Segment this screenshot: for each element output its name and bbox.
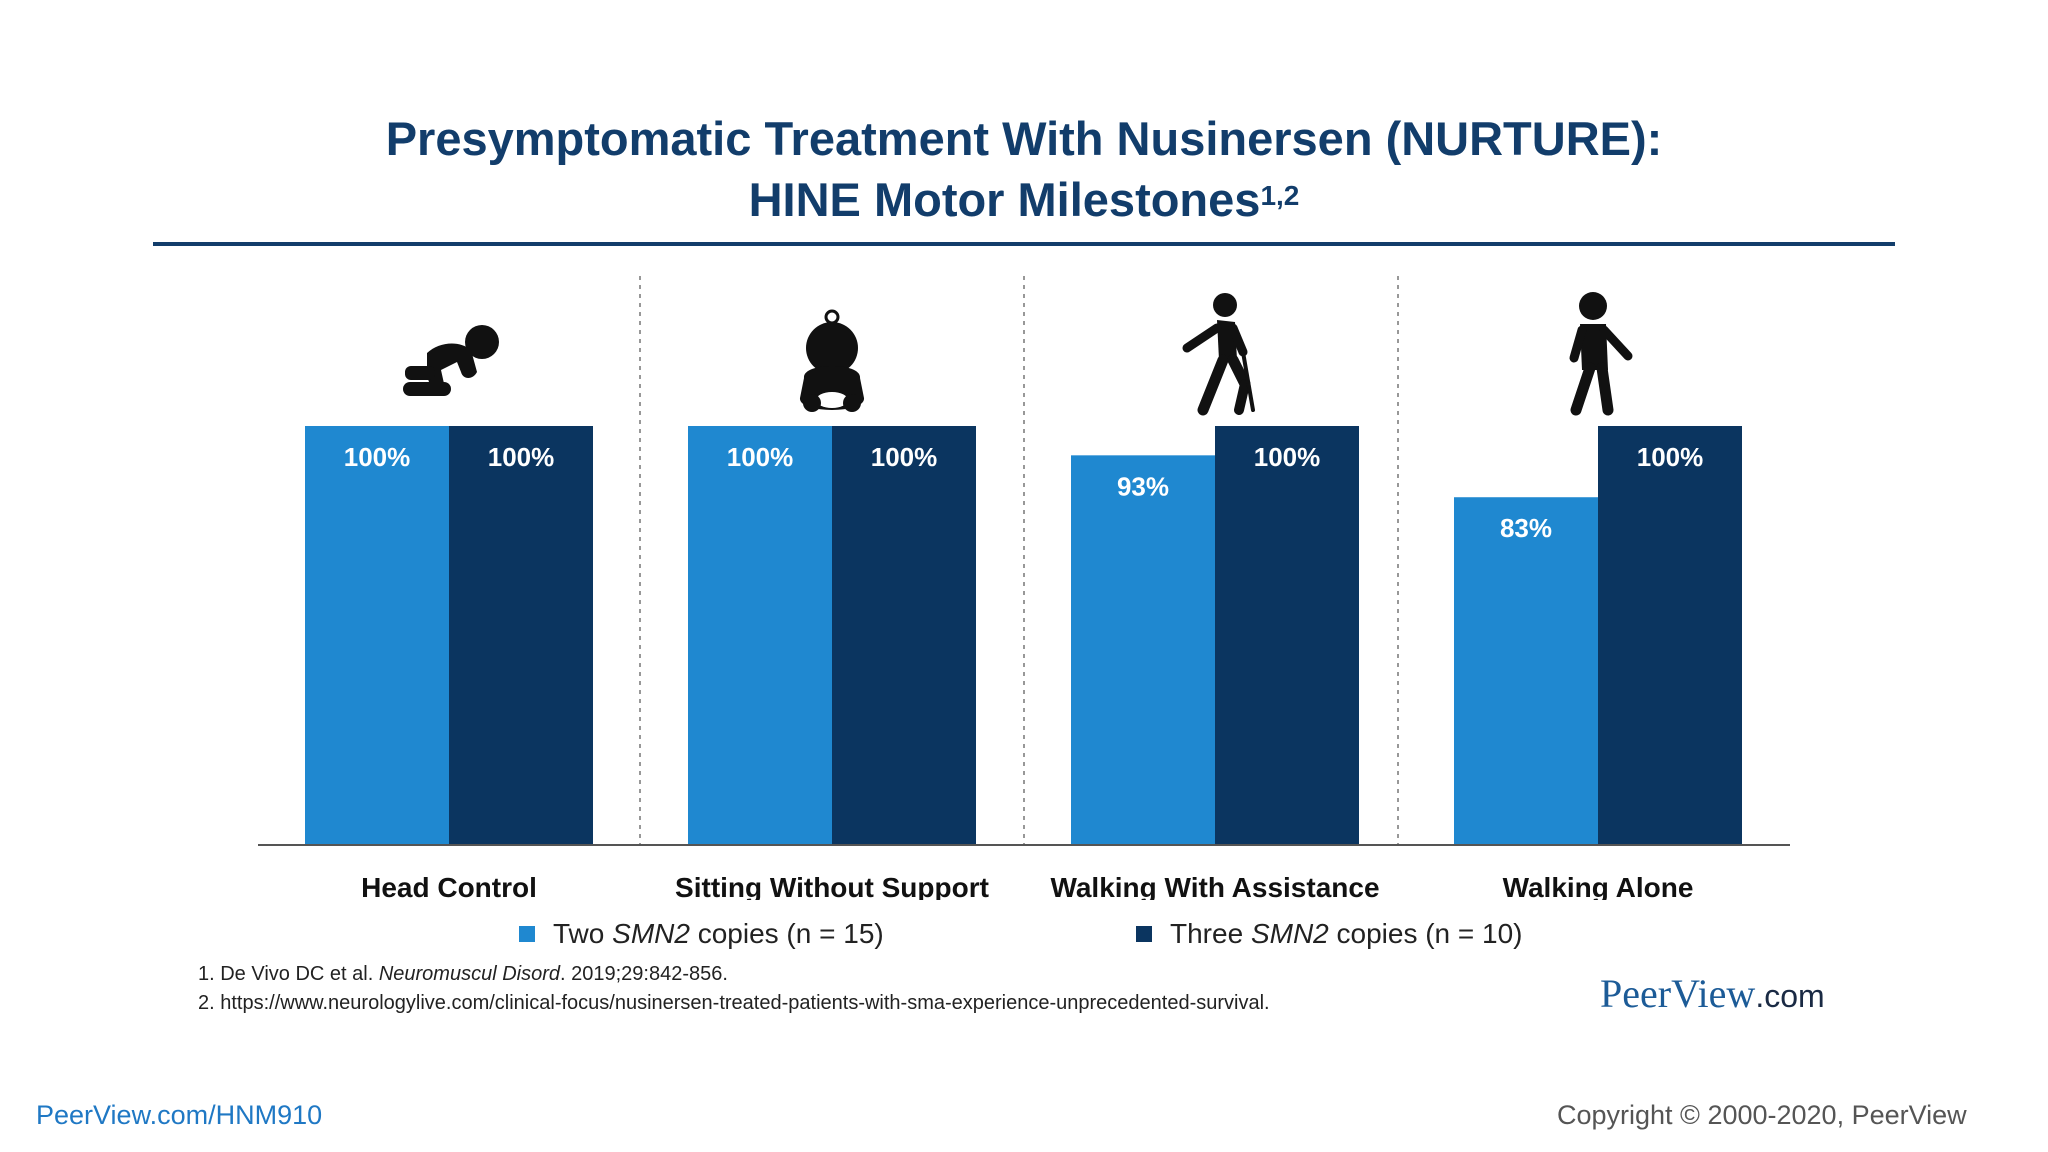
legend-three-pre: Three xyxy=(1170,918,1251,949)
legend-three-post: copies (n = 10) xyxy=(1328,918,1523,949)
legend-swatch-three-copies xyxy=(1136,926,1152,942)
walking-with-cane-icon xyxy=(1182,293,1255,416)
ref1-citation: . 2019;29:842-856. xyxy=(560,963,728,985)
bar-value-label: 93% xyxy=(1117,471,1169,501)
bar-value-label: 100% xyxy=(871,442,938,472)
legend-label-three-copies: Three SMN2 copies (n = 10) xyxy=(1170,918,1523,950)
bars-group xyxy=(305,426,1742,845)
sitting-baby-icon xyxy=(799,309,865,412)
footer-link[interactable]: PeerView.com/HNM910 xyxy=(36,1100,323,1130)
crawling-baby-icon xyxy=(403,325,499,396)
legend-two-post: copies (n = 15) xyxy=(689,918,884,949)
icons-group xyxy=(403,292,1633,416)
bar-walking-alone-series-1 xyxy=(1454,497,1598,845)
legend-three-gene: SMN2 xyxy=(1250,918,1329,949)
category-labels-group: Head Control Sitting Without Support Walki… xyxy=(361,872,1693,900)
legend-label-two-copies: Two SMN2 copies (n = 15) xyxy=(553,918,884,950)
bar-head-control-series-1 xyxy=(305,426,449,845)
bar-value-label: 83% xyxy=(1500,513,1552,543)
reference-1: 1. De Vivo DC et al. Neuromuscul Disord.… xyxy=(198,960,1270,989)
reference-2: 2. https://www.neurologylive.com/clinica… xyxy=(198,992,1270,1014)
ref1-authors: 1. De Vivo DC et al. xyxy=(198,963,379,985)
legend-two-gene: SMN2 xyxy=(612,918,690,949)
bar-sitting-without-support-series-2 xyxy=(832,426,976,845)
walking-person-icon xyxy=(1569,292,1633,416)
chart-title: Presymptomatic Treatment With Nusinersen… xyxy=(0,108,2048,230)
legend-item-two-copies: Two SMN2 copies (n = 15) xyxy=(519,918,884,950)
legend-swatch-two-copies xyxy=(519,926,535,942)
legend-item-three-copies: Three SMN2 copies (n = 10) xyxy=(1136,918,1523,950)
category-label-sitting-without-support: Sitting Without Support xyxy=(675,872,989,900)
bar-value-label: 100% xyxy=(344,442,411,472)
title-line-1: Presymptomatic Treatment With Nusinersen… xyxy=(385,112,1663,165)
bar-chart: 100% 100% 100% 100% 93% 100% 83% 100% Head Cont… xyxy=(258,276,1790,900)
bar-head-control-series-2 xyxy=(449,426,593,845)
legend-two-pre: Two xyxy=(553,918,613,949)
title-divider xyxy=(153,242,1895,246)
references: 1. De Vivo DC et al. Neuromuscul Disord.… xyxy=(198,960,1270,1018)
bar-value-label: 100% xyxy=(1637,442,1704,472)
bar-value-label: 100% xyxy=(1254,442,1321,472)
bar-walking-alone-series-2 xyxy=(1598,426,1742,845)
brand-suffix: .com xyxy=(1755,978,1825,1014)
copyright: Copyright © 2000-2020, PeerView xyxy=(1557,1100,1967,1130)
category-label-walking-with-assistance: Walking With Assistance xyxy=(1050,872,1379,900)
ref1-journal: Neuromuscul Disord xyxy=(378,963,560,985)
bar-walking-with-assistance-series-2 xyxy=(1215,426,1359,845)
bar-value-label: 100% xyxy=(488,442,555,472)
bar-walking-with-assistance-series-1 xyxy=(1071,455,1215,845)
category-label-walking-alone: Walking Alone xyxy=(1503,872,1694,900)
brand-name: PeerView xyxy=(1600,971,1756,1016)
category-label-head-control: Head Control xyxy=(361,872,537,900)
title-line-2: HINE Motor Milestones1,2 xyxy=(0,169,2048,230)
peerview-logo: PeerView.com xyxy=(1600,970,1825,1017)
title-line-2-text: HINE Motor Milestones xyxy=(748,173,1261,226)
bar-labels-group: 100% 100% 100% 100% 93% 100% 83% 100% xyxy=(344,442,1704,543)
bar-sitting-without-support-series-1 xyxy=(688,426,832,845)
title-superscript: 1,2 xyxy=(1260,180,1300,211)
bar-value-label: 100% xyxy=(727,442,794,472)
